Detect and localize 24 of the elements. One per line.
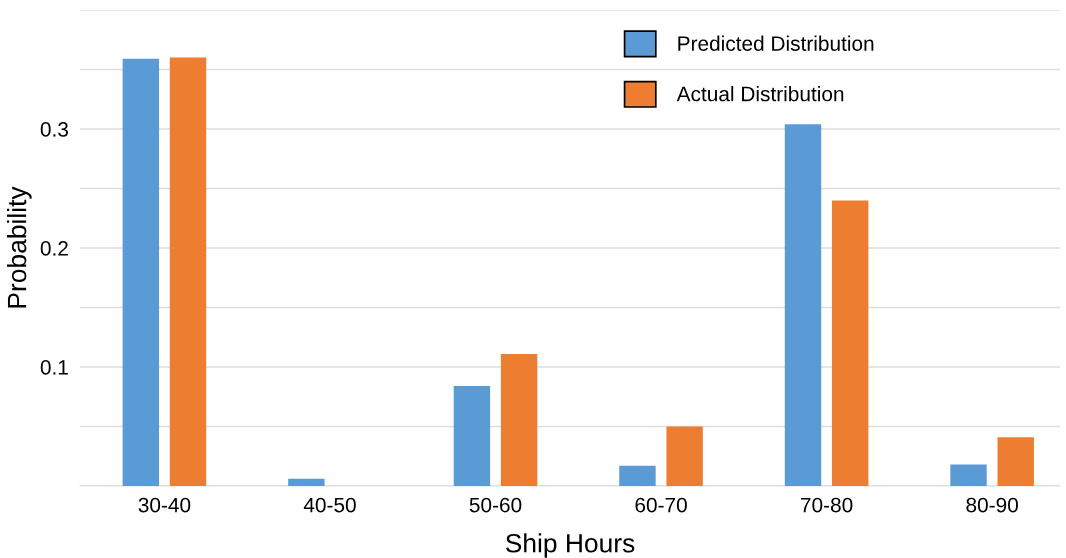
bar	[288, 478, 325, 486]
x-tick-label: 40-50	[303, 497, 356, 513]
bar	[831, 200, 869, 486]
x-tick-label: 60-70	[635, 497, 687, 513]
x-tick-label: 70-80	[801, 497, 853, 513]
x-axis-title: Ship Hours	[505, 533, 635, 558]
y-tick-label: 0.3	[40, 122, 68, 137]
bar	[784, 124, 822, 486]
x-tick-label: 30-40	[138, 497, 191, 513]
y-axis-title: Probability	[7, 186, 32, 308]
bar	[997, 437, 1034, 486]
bar	[500, 353, 538, 486]
y-tick-label: 0.2	[40, 241, 68, 256]
bar	[169, 57, 207, 486]
bar	[453, 386, 491, 486]
bar	[122, 58, 160, 486]
bar	[619, 465, 656, 486]
legend-label: Actual Distribution	[676, 86, 844, 102]
legend-label: Predicted Distribution	[678, 35, 874, 51]
y-tick-label: 0.1	[40, 360, 68, 375]
x-tick-label: 80-90	[966, 497, 1018, 513]
x-tick-label: 50-60	[469, 497, 522, 513]
bar	[666, 426, 703, 486]
bar	[950, 464, 987, 486]
